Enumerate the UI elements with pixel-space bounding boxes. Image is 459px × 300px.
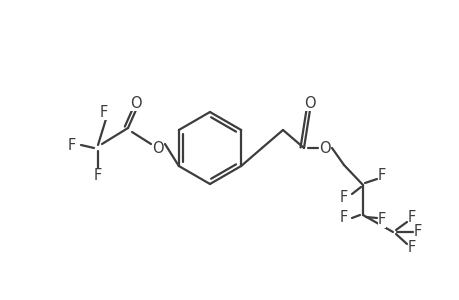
- Text: F: F: [68, 137, 76, 152]
- Text: O: O: [130, 95, 141, 110]
- Text: O: O: [319, 140, 330, 155]
- Text: O: O: [152, 140, 163, 155]
- Text: O: O: [303, 95, 315, 110]
- Text: F: F: [413, 224, 421, 239]
- Text: F: F: [407, 241, 415, 256]
- Text: F: F: [100, 104, 108, 119]
- Text: F: F: [339, 211, 347, 226]
- Text: F: F: [377, 212, 385, 227]
- Text: F: F: [407, 211, 415, 226]
- Text: F: F: [94, 167, 102, 182]
- Text: F: F: [377, 167, 385, 182]
- Text: F: F: [339, 190, 347, 206]
